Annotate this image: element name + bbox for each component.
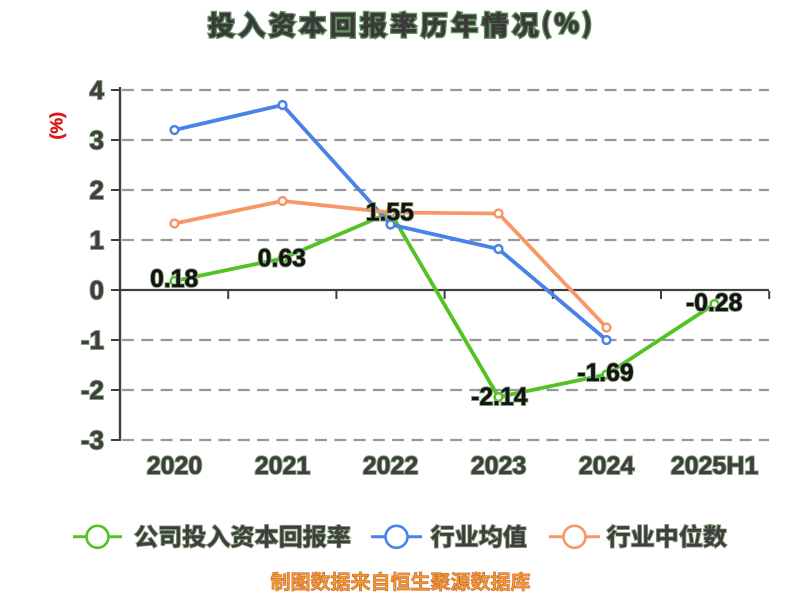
- svg-text:0.18: 0.18: [150, 266, 198, 293]
- svg-text:1: 1: [90, 225, 104, 255]
- svg-text:-2.14: -2.14: [471, 384, 528, 411]
- svg-text:4: 4: [90, 75, 105, 105]
- svg-text:2023: 2023: [471, 452, 527, 480]
- svg-text:2025H1: 2025H1: [671, 452, 759, 480]
- svg-text:2022: 2022: [363, 452, 419, 480]
- svg-text:2024: 2024: [579, 452, 635, 480]
- svg-text:-3: -3: [81, 425, 104, 455]
- svg-text:-2: -2: [81, 375, 104, 405]
- svg-text:-1: -1: [81, 325, 104, 355]
- svg-text:3: 3: [90, 125, 104, 155]
- svg-text:2025H1: 2025H1: [671, 452, 759, 480]
- svg-text:4: 4: [90, 75, 105, 105]
- svg-text:-0.28: -0.28: [686, 290, 742, 317]
- svg-text:0: 0: [90, 275, 104, 305]
- svg-text:0.63: 0.63: [258, 245, 306, 272]
- svg-text:1.55: 1.55: [366, 200, 414, 227]
- svg-text:0.18: 0.18: [150, 266, 198, 293]
- svg-text:2: 2: [90, 175, 104, 205]
- svg-text:-1: -1: [81, 325, 104, 355]
- svg-text:-2: -2: [81, 375, 104, 405]
- svg-text:2020: 2020: [147, 452, 203, 480]
- svg-text:2021: 2021: [255, 452, 311, 480]
- svg-text:1: 1: [90, 225, 104, 255]
- svg-text:-2.14: -2.14: [471, 384, 528, 411]
- svg-text:2022: 2022: [363, 452, 419, 480]
- svg-text:-0.28: -0.28: [686, 290, 742, 317]
- svg-text:3: 3: [90, 125, 104, 155]
- svg-text:(%): (%): [47, 112, 67, 140]
- svg-text:2023: 2023: [471, 452, 527, 480]
- svg-text:0.63: 0.63: [258, 245, 306, 272]
- svg-text:2021: 2021: [255, 452, 311, 480]
- svg-text:-3: -3: [81, 425, 104, 455]
- svg-text:2020: 2020: [147, 452, 203, 480]
- svg-text:-1.69: -1.69: [577, 360, 633, 387]
- svg-text:2024: 2024: [579, 452, 635, 480]
- svg-text:2: 2: [90, 175, 104, 205]
- svg-text:0: 0: [90, 275, 104, 305]
- svg-text:-1.69: -1.69: [577, 360, 633, 387]
- svg-text:1.55: 1.55: [366, 200, 414, 227]
